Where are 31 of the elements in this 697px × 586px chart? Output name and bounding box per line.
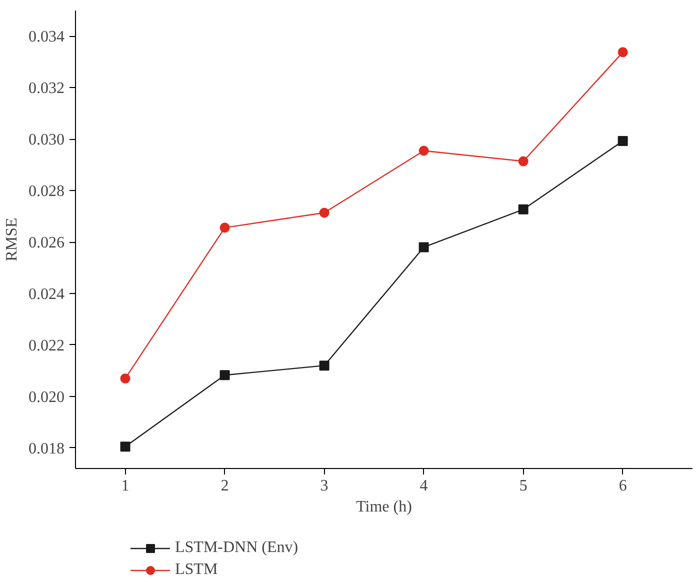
x-tick-label: 2 xyxy=(220,478,229,494)
point xyxy=(618,136,628,146)
y-tick-label: 0.028 xyxy=(28,183,64,200)
point xyxy=(418,242,429,252)
y-tick-label: 0.024 xyxy=(28,286,64,304)
x-tick-label: 6 xyxy=(618,478,627,494)
x-tick-label: 1 xyxy=(121,478,130,494)
y-tick-label: 0.032 xyxy=(28,80,64,98)
y-tick-label: 0.030 xyxy=(28,132,64,149)
point xyxy=(518,204,528,214)
y-tick-label: 0.020 xyxy=(28,388,64,406)
legend-label: LSTM xyxy=(175,561,218,579)
legend-label: LSTM-DNN (Env) xyxy=(175,539,298,557)
point xyxy=(220,370,230,380)
point xyxy=(618,47,628,58)
point xyxy=(319,360,330,371)
y-tick-label: 0.022 xyxy=(28,337,64,354)
x-axis-title: Time (h) xyxy=(356,498,412,516)
y-tick-label: 0.034 xyxy=(28,28,64,46)
y-axis-title: RMSE xyxy=(4,218,20,262)
y-tick-label: 0.026 xyxy=(28,234,64,252)
x-tick-label: 5 xyxy=(519,478,528,494)
x-tick-label: 4 xyxy=(420,478,428,494)
point xyxy=(418,146,429,156)
point xyxy=(518,156,528,166)
point xyxy=(220,222,230,233)
y-tick-label: 0.018 xyxy=(28,440,64,458)
point xyxy=(319,208,330,218)
point xyxy=(120,373,130,384)
x-tick-label: 3 xyxy=(320,478,328,494)
point xyxy=(120,442,130,452)
